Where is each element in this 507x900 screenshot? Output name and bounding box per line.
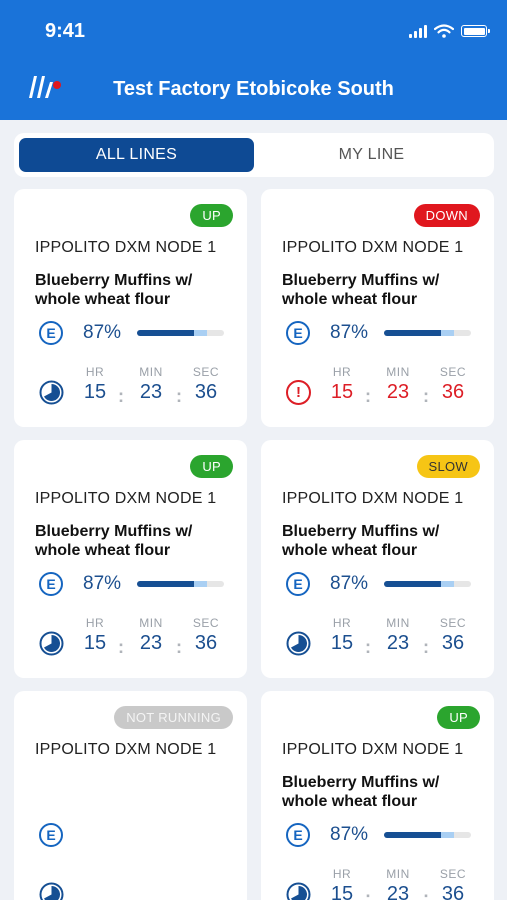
app-logo-icon: [29, 76, 61, 98]
efficiency-icon: E: [39, 572, 63, 596]
hours-value: 15: [330, 632, 354, 654]
product-name: Blueberry Muffins w/ whole wheat flour: [282, 774, 440, 810]
status-badge: SLOW: [416, 455, 480, 478]
hours-value: 15: [83, 381, 107, 403]
run-timer: HR 15 : MIN 23 : SEC 36: [286, 867, 486, 900]
minutes-label: MIN: [386, 867, 410, 881]
seconds-label: SEC: [439, 867, 467, 881]
efficiency-icon: E: [286, 823, 310, 847]
efficiency-value: 87%: [330, 824, 369, 845]
line-card[interactable]: DOWN IPPOLITO DXM NODE 1 Blueberry Muffi…: [261, 189, 494, 427]
run-timer: ! HR 15 : MIN 23 : SEC 36: [286, 365, 486, 409]
status-icons: [409, 24, 490, 38]
node-name: IPPOLITO DXM NODE 1: [282, 490, 464, 507]
seconds-label: SEC: [439, 365, 467, 379]
line-card[interactable]: UP IPPOLITO DXM NODE 1 Blueberry Muffins…: [14, 440, 247, 678]
tab-my-line[interactable]: MY LINE: [338, 146, 405, 163]
line-card[interactable]: UP IPPOLITO DXM NODE 1 Blueberry Muffins…: [14, 189, 247, 427]
efficiency-row: E: [39, 823, 63, 847]
hours-label: HR: [332, 365, 352, 379]
product-name: Blueberry Muffins w/ whole wheat flour: [282, 272, 440, 308]
efficiency-value: 87%: [83, 573, 122, 594]
hours-value: 15: [330, 381, 354, 403]
node-name: IPPOLITO DXM NODE 1: [282, 741, 464, 758]
clock-icon: [39, 882, 64, 900]
seconds-value: 36: [194, 381, 218, 403]
hours-label: HR: [332, 867, 352, 881]
run-timer: HR 15 : MIN 23 : SEC 36: [39, 616, 239, 660]
hours-value: 15: [330, 883, 354, 900]
tab-all-lines[interactable]: ALL LINES: [19, 138, 254, 172]
run-timer: HR 15 : MIN 23 : SEC 36: [39, 365, 239, 409]
efficiency-icon: E: [39, 823, 63, 847]
clock-icon: [39, 380, 64, 405]
seconds-label: SEC: [192, 365, 220, 379]
clock-icon: [39, 631, 64, 656]
product-name: Blueberry Muffins w/ whole wheat flour: [35, 523, 193, 559]
hours-value: 15: [83, 632, 107, 654]
seconds-label: SEC: [192, 616, 220, 630]
efficiency-row: E 87%: [286, 572, 471, 596]
product-name: Blueberry Muffins w/ whole wheat flour: [35, 272, 193, 308]
alert-icon: !: [286, 380, 311, 405]
hours-label: HR: [85, 616, 105, 630]
line-card[interactable]: SLOW IPPOLITO DXM NODE 1 Blueberry Muffi…: [261, 440, 494, 678]
status-badge: UP: [437, 706, 480, 729]
efficiency-bar: [384, 330, 471, 336]
efficiency-row: E 87%: [39, 321, 224, 345]
efficiency-row: E 87%: [286, 321, 471, 345]
run-timer: [39, 867, 239, 900]
efficiency-value: 87%: [330, 322, 369, 343]
run-timer: HR 15 : MIN 23 : SEC 36: [286, 616, 486, 660]
wifi-icon: [434, 24, 454, 38]
minutes-value: 23: [139, 381, 163, 403]
line-card[interactable]: UP IPPOLITO DXM NODE 1 Blueberry Muffins…: [261, 691, 494, 900]
hours-label: HR: [85, 365, 105, 379]
efficiency-bar: [384, 581, 471, 587]
seconds-value: 36: [441, 632, 465, 654]
status-badge: DOWN: [413, 204, 480, 227]
line-card[interactable]: NOT RUNNING IPPOLITO DXM NODE 1 E: [14, 691, 247, 900]
efficiency-bar: [384, 832, 471, 838]
clock-icon: [286, 631, 311, 656]
node-name: IPPOLITO DXM NODE 1: [35, 490, 217, 507]
efficiency-bar: [137, 581, 224, 587]
product-name: Blueberry Muffins w/ whole wheat flour: [282, 523, 440, 559]
efficiency-row: E 87%: [39, 572, 224, 596]
efficiency-icon: E: [286, 572, 310, 596]
page-title: Test Factory Etobicoke South: [113, 78, 394, 100]
status-time: 9:41: [45, 20, 86, 42]
seconds-value: 36: [194, 632, 218, 654]
battery-icon: [461, 25, 490, 37]
efficiency-icon: E: [286, 321, 310, 345]
app-header: 9:41 Test Factory Etobicoke South: [0, 0, 507, 120]
status-badge: UP: [190, 204, 233, 227]
minutes-label: MIN: [139, 616, 163, 630]
minutes-value: 23: [386, 632, 410, 654]
line-filter-tabs: ALL LINES MY LINE: [14, 133, 494, 177]
efficiency-icon: E: [39, 321, 63, 345]
seconds-value: 36: [441, 883, 465, 900]
node-name: IPPOLITO DXM NODE 1: [35, 239, 217, 256]
minutes-value: 23: [139, 632, 163, 654]
efficiency-value: 87%: [83, 322, 122, 343]
efficiency-bar: [137, 330, 224, 336]
node-name: IPPOLITO DXM NODE 1: [282, 239, 464, 256]
seconds-label: SEC: [439, 616, 467, 630]
status-badge: NOT RUNNING: [114, 706, 233, 729]
hours-label: HR: [332, 616, 352, 630]
efficiency-row: E 87%: [286, 823, 471, 847]
minutes-label: MIN: [386, 616, 410, 630]
efficiency-value: 87%: [330, 573, 369, 594]
cellular-signal-icon: [409, 24, 427, 38]
minutes-label: MIN: [386, 365, 410, 379]
minutes-label: MIN: [139, 365, 163, 379]
status-badge: UP: [190, 455, 233, 478]
seconds-value: 36: [441, 381, 465, 403]
minutes-value: 23: [386, 381, 410, 403]
minutes-value: 23: [386, 883, 410, 900]
node-name: IPPOLITO DXM NODE 1: [35, 741, 217, 758]
clock-icon: [286, 882, 311, 900]
